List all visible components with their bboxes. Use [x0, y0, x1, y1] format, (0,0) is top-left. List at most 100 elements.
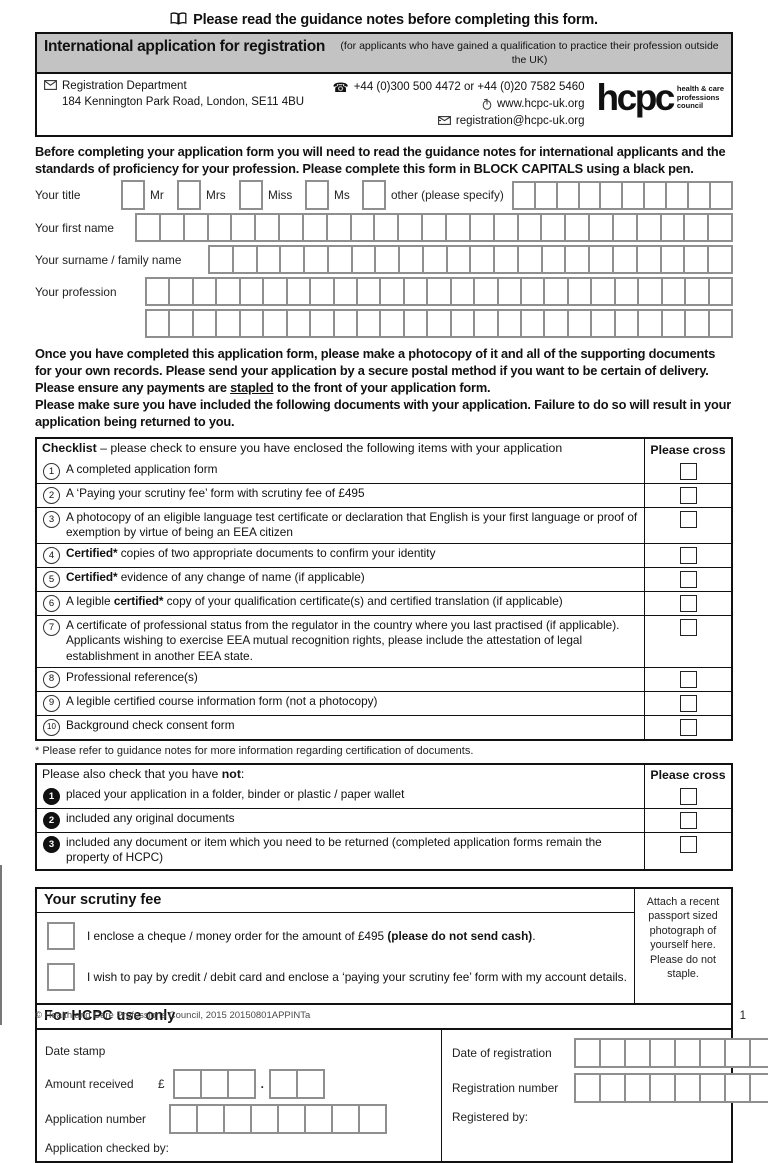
char-box[interactable]: [191, 277, 218, 307]
char-box[interactable]: [635, 245, 662, 275]
char-box[interactable]: [555, 180, 580, 210]
char-box[interactable]: [208, 245, 234, 275]
char-box[interactable]: [279, 245, 306, 275]
char-box[interactable]: [749, 1037, 768, 1068]
char-box[interactable]: [145, 309, 171, 339]
char-box[interactable]: [373, 213, 400, 243]
char-box[interactable]: [564, 245, 591, 275]
char-box[interactable]: [637, 309, 663, 339]
char-box[interactable]: [613, 309, 640, 339]
char-box[interactable]: [145, 277, 171, 307]
char-box[interactable]: [331, 1103, 360, 1134]
char-box[interactable]: [707, 213, 734, 243]
char-box[interactable]: [250, 1103, 279, 1134]
char-box[interactable]: [255, 245, 282, 275]
cross-checkbox[interactable]: [679, 694, 697, 712]
char-box[interactable]: [254, 213, 281, 243]
char-box[interactable]: [707, 309, 733, 339]
char-box[interactable]: [724, 1072, 751, 1103]
char-box[interactable]: [635, 213, 662, 243]
char-box[interactable]: [621, 180, 646, 210]
char-box[interactable]: [473, 309, 499, 339]
char-box[interactable]: [168, 309, 194, 339]
char-box[interactable]: [724, 1037, 751, 1068]
char-box[interactable]: [402, 309, 429, 339]
char-box[interactable]: [540, 213, 567, 243]
amount-pence-boxes[interactable]: [268, 1068, 325, 1099]
char-box[interactable]: [231, 245, 258, 275]
char-box[interactable]: [543, 277, 569, 307]
char-box[interactable]: [590, 309, 616, 339]
char-box[interactable]: [421, 245, 448, 275]
char-box[interactable]: [226, 1068, 256, 1099]
pay-card-checkbox[interactable]: [47, 962, 75, 991]
cross-checkbox[interactable]: [679, 595, 697, 613]
char-box[interactable]: [262, 309, 288, 339]
char-box[interactable]: [516, 213, 543, 243]
char-box[interactable]: [449, 309, 476, 339]
char-box[interactable]: [295, 1068, 325, 1099]
pay-cheque-checkbox[interactable]: [47, 921, 75, 950]
char-box[interactable]: [168, 277, 194, 307]
cross-checkbox[interactable]: [679, 487, 697, 505]
char-box[interactable]: [574, 1037, 601, 1068]
application-number-boxes[interactable]: [169, 1103, 387, 1134]
char-box[interactable]: [612, 245, 638, 275]
char-box[interactable]: [709, 180, 733, 210]
char-box[interactable]: [158, 213, 185, 243]
char-box[interactable]: [332, 309, 358, 339]
char-box[interactable]: [566, 277, 593, 307]
char-box[interactable]: [285, 277, 312, 307]
char-box[interactable]: [643, 180, 668, 210]
char-box[interactable]: [445, 245, 472, 275]
char-box[interactable]: [398, 245, 424, 275]
char-box[interactable]: [278, 213, 304, 243]
char-box[interactable]: [285, 309, 312, 339]
char-box[interactable]: [426, 309, 452, 339]
char-box[interactable]: [540, 245, 567, 275]
char-box[interactable]: [309, 277, 335, 307]
char-box[interactable]: [350, 245, 377, 275]
char-box[interactable]: [426, 277, 452, 307]
cross-checkbox[interactable]: [679, 670, 697, 688]
char-box[interactable]: [196, 1103, 225, 1134]
char-box[interactable]: [520, 277, 546, 307]
char-box[interactable]: [493, 245, 519, 275]
cross-checkbox[interactable]: [679, 836, 697, 854]
char-box[interactable]: [349, 213, 376, 243]
title-checkbox-ms[interactable]: [305, 180, 329, 211]
char-box[interactable]: [332, 277, 358, 307]
char-box[interactable]: [566, 309, 593, 339]
cross-checkbox[interactable]: [679, 788, 697, 806]
surname-input-boxes[interactable]: [208, 245, 733, 275]
char-box[interactable]: [599, 180, 624, 210]
char-box[interactable]: [358, 1103, 387, 1134]
char-box[interactable]: [374, 245, 401, 275]
char-box[interactable]: [649, 1037, 676, 1068]
char-box[interactable]: [649, 1072, 676, 1103]
char-box[interactable]: [304, 1103, 333, 1134]
cross-checkbox[interactable]: [679, 547, 697, 565]
char-box[interactable]: [613, 277, 640, 307]
char-box[interactable]: [588, 213, 614, 243]
char-box[interactable]: [659, 213, 686, 243]
char-box[interactable]: [674, 1037, 701, 1068]
char-box[interactable]: [684, 309, 710, 339]
char-box[interactable]: [543, 309, 569, 339]
char-box[interactable]: [191, 309, 218, 339]
char-box[interactable]: [199, 1068, 229, 1099]
char-box[interactable]: [468, 213, 495, 243]
char-box[interactable]: [309, 309, 335, 339]
char-box[interactable]: [215, 309, 241, 339]
char-box[interactable]: [303, 245, 329, 275]
char-box[interactable]: [449, 277, 476, 307]
char-box[interactable]: [660, 277, 687, 307]
cross-checkbox[interactable]: [679, 511, 697, 529]
char-box[interactable]: [182, 213, 209, 243]
char-box[interactable]: [444, 213, 471, 243]
title-checkbox-other[interactable]: [362, 180, 386, 211]
char-box[interactable]: [238, 309, 265, 339]
char-box[interactable]: [624, 1072, 651, 1103]
char-box[interactable]: [301, 213, 328, 243]
char-box[interactable]: [516, 245, 543, 275]
